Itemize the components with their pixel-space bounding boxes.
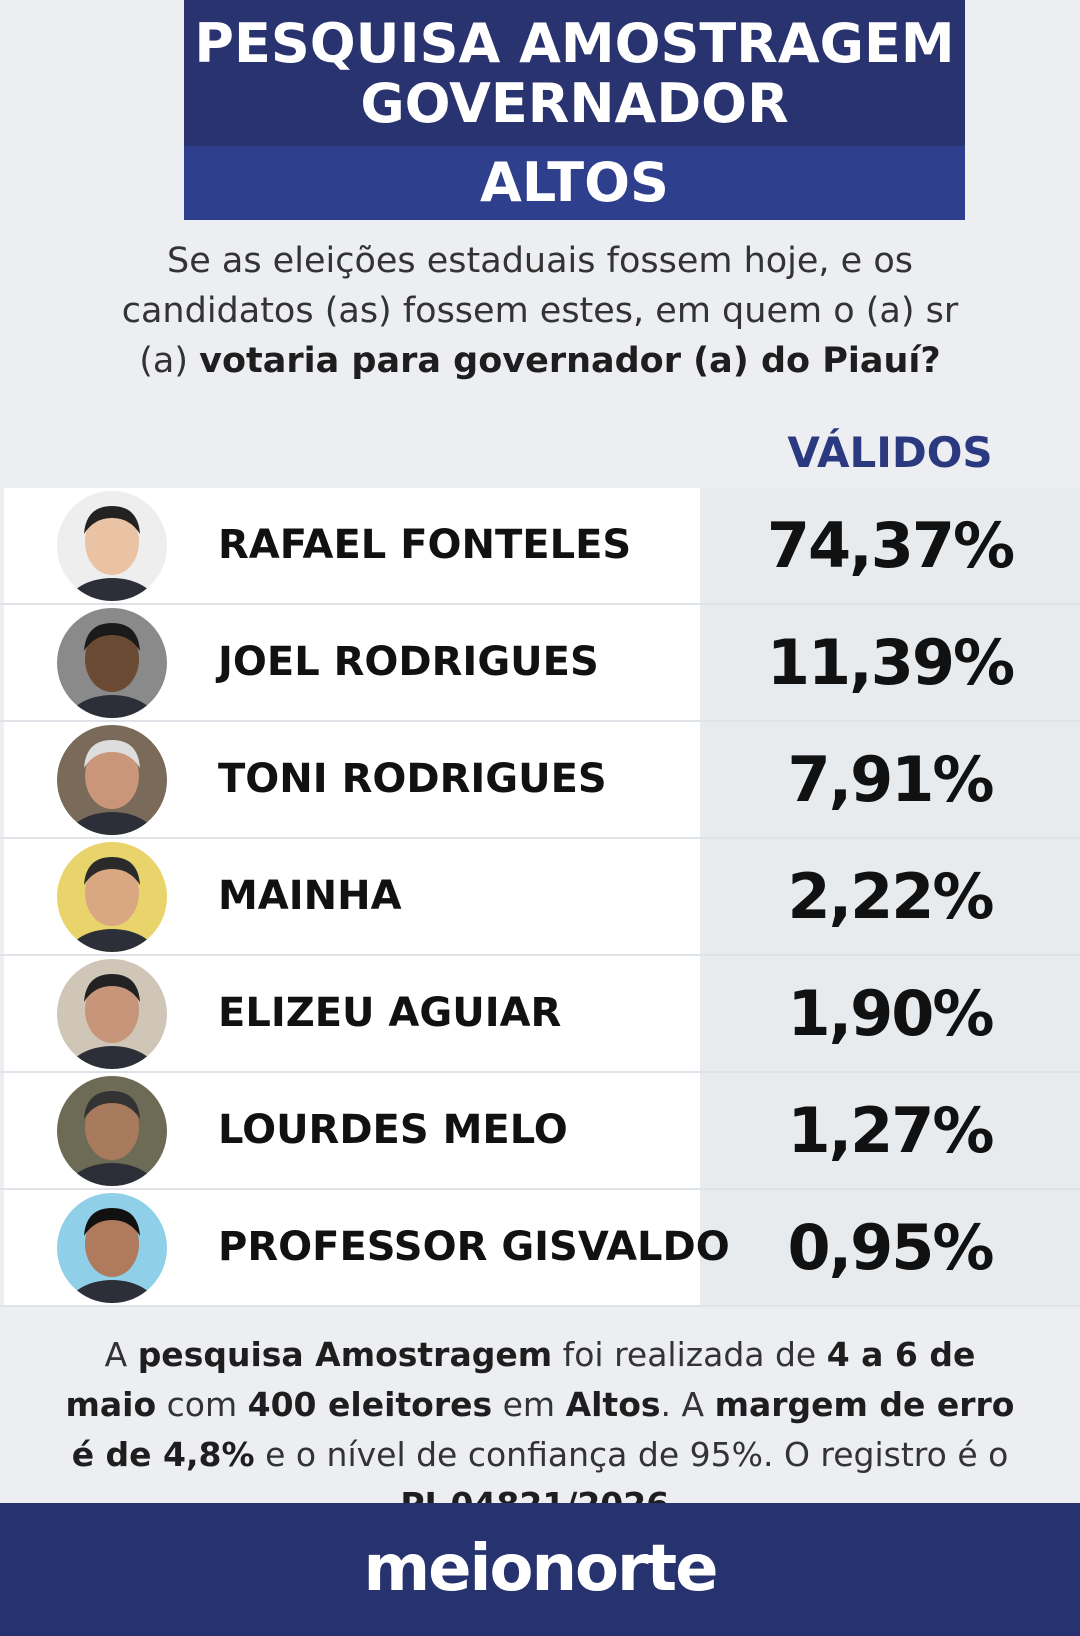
candidate-value: 2,22% (787, 860, 994, 933)
text: . A (660, 1385, 715, 1424)
results-table: RAFAEL FONTELES 74,37% JOEL RODRIGUES 11,3… (0, 488, 1080, 1307)
row-value-cell (700, 488, 1080, 603)
candidate-photo (57, 608, 167, 718)
header: PESQUISA AMOSTRAGEM GOVERNADOR ALTOS (184, 0, 965, 220)
text: e o nível de confiança de 95%. O registr… (254, 1435, 1009, 1474)
question: Se as eleições estaduais fossem hoje, e … (120, 236, 960, 386)
footnote: A pesquisa Amostragem foi realizada de 4… (60, 1330, 1020, 1530)
text: foi realizada de (552, 1335, 827, 1374)
table-row: TONI RODRIGUES 7,91% (0, 722, 1080, 839)
candidate-photo (57, 842, 167, 952)
candidate-name: JOEL RODRIGUES (218, 639, 599, 685)
row-value-cell (700, 722, 1080, 837)
candidate-value: 1,90% (787, 977, 994, 1050)
candidate-name: ELIZEU AGUIAR (218, 990, 562, 1036)
candidate-photo (57, 959, 167, 1069)
table-row: LOURDES MELO 1,27% (0, 1073, 1080, 1190)
footer-bar (0, 1503, 1080, 1636)
candidate-photo (57, 491, 167, 601)
table-row: JOEL RODRIGUES 11,39% (0, 605, 1080, 722)
header-title: PESQUISA AMOSTRAGEM GOVERNADOR (184, 0, 965, 146)
text: com (156, 1385, 248, 1424)
bold-text: 400 eleitores (247, 1385, 493, 1424)
candidate-photo (57, 1193, 167, 1303)
bold-text: margem de erro é de 4,8% (71, 1385, 1015, 1474)
candidate-photo (57, 725, 167, 835)
text: em (492, 1385, 566, 1424)
candidate-value: 0,95% (787, 1211, 994, 1284)
candidate-photo (57, 1076, 167, 1186)
candidate-name: LOURDES MELO (218, 1107, 568, 1153)
candidate-name: MAINHA (218, 873, 402, 919)
candidate-value: 1,27% (787, 1094, 994, 1167)
candidate-name: RAFAEL FONTELES (218, 522, 632, 568)
table-row: RAFAEL FONTELES 74,37% (0, 488, 1080, 605)
row-value-cell (700, 605, 1080, 720)
text: A (104, 1335, 138, 1374)
header-subtitle: ALTOS (184, 146, 965, 220)
bold-text: Altos (565, 1385, 661, 1424)
bold-text: votaria para governador (a) do Piauí? (199, 341, 941, 381)
title-line: GOVERNADOR (360, 72, 789, 135)
row-value-cell (700, 839, 1080, 954)
table-row: MAINHA 2,22% (0, 839, 1080, 956)
candidate-value: 11,39% (766, 626, 1015, 699)
candidate-name: PROFESSOR GISVALDO (218, 1224, 730, 1270)
bold-text: 4 a 6 de maio (65, 1335, 976, 1424)
candidate-name: TONI RODRIGUES (218, 756, 607, 802)
bold-text: pesquisa Amostragem (137, 1335, 553, 1374)
candidate-value: 74,37% (766, 509, 1015, 582)
brand-logo: meionorte (363, 1532, 718, 1606)
candidate-value: 7,91% (787, 743, 994, 816)
title-line: PESQUISA AMOSTRAGEM (194, 12, 955, 75)
row-value-cell (700, 956, 1080, 1071)
row-value-cell (700, 1190, 1080, 1305)
text: Se as eleições estaduais fossem hoje, e … (121, 241, 959, 381)
table-row: ELIZEU AGUIAR 1,90% (0, 956, 1080, 1073)
row-value-cell (700, 1073, 1080, 1188)
table-row: PROFESSOR GISVALDO 0,95% (0, 1190, 1080, 1307)
column-header: VÁLIDOS (787, 428, 993, 477)
